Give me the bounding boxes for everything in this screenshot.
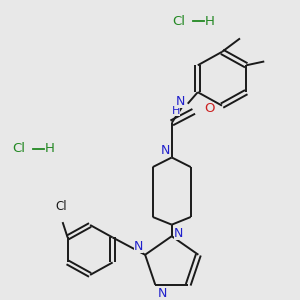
Text: Cl: Cl: [56, 200, 68, 212]
Text: O: O: [204, 102, 214, 115]
Text: Cl: Cl: [172, 15, 185, 28]
Text: H: H: [171, 106, 180, 116]
Text: N: N: [176, 95, 185, 108]
Text: Cl: Cl: [12, 142, 25, 155]
Text: H: H: [205, 15, 215, 28]
Text: N: N: [134, 240, 143, 253]
Text: N: N: [160, 143, 170, 157]
Text: N: N: [174, 226, 183, 240]
Text: H: H: [45, 142, 55, 155]
Text: N: N: [157, 287, 167, 300]
